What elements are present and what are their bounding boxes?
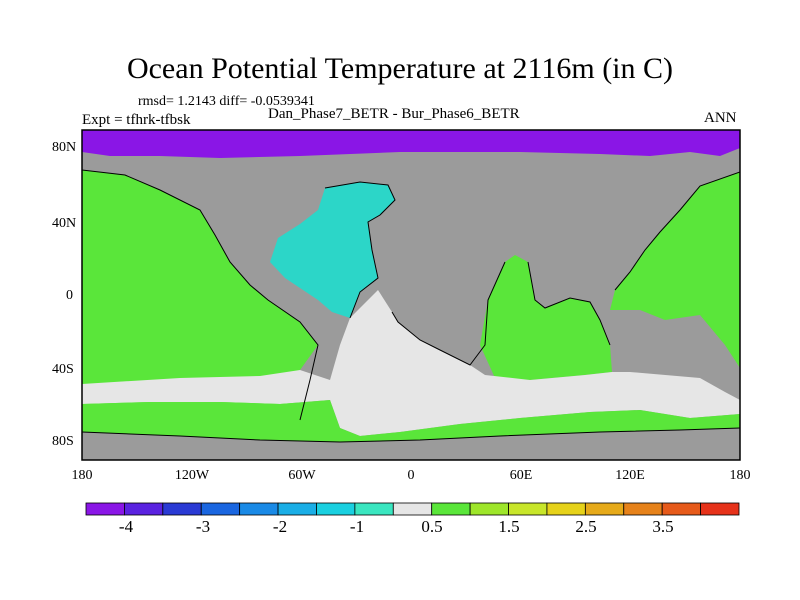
pacific-east-region: [610, 172, 740, 368]
colorbar-cell: [239, 502, 279, 516]
comparison-subtitle: Dan_Phase7_BETR - Bur_Phase6_BETR: [268, 106, 520, 122]
colorbar-cell: [508, 502, 548, 516]
colorbar-label: -1: [349, 517, 365, 536]
x-tick-120w: 120W: [174, 468, 210, 483]
colorbar-cell: [277, 502, 317, 516]
south-atlantic-region: [330, 290, 740, 436]
x-tick-0: 0: [407, 468, 415, 483]
colorbar-label: 0.5: [421, 517, 443, 536]
southern-ocean-band: [82, 400, 740, 442]
colorbar-label: -3: [195, 517, 211, 536]
colorbar-cell: [200, 502, 241, 516]
map-panel: [82, 130, 740, 460]
colorbar-cell: [85, 502, 125, 516]
indian-ocean-region: [480, 255, 612, 380]
south-pacific-white-band: [82, 370, 330, 404]
experiment-label: Expt = tfhrk-tfbsk: [82, 112, 191, 128]
stats-label: rmsd= 1.2143 diff= -0.0539341: [138, 94, 315, 109]
colorbar-label: -2: [272, 517, 288, 536]
y-tick-40n: 40N: [52, 216, 77, 231]
colorbar-label: 1.5: [498, 517, 520, 536]
colorbar-cell: [392, 502, 433, 516]
colorbar-cell: [661, 502, 701, 516]
y-tick-80n: 80N: [52, 140, 77, 155]
x-tick-60w: 60W: [288, 468, 316, 483]
colorbar-cell: [469, 502, 509, 516]
colorbar-cell: [623, 502, 663, 516]
map-frame: [81, 129, 741, 461]
colorbar-cell: [316, 502, 356, 516]
north-atlantic-region: [270, 182, 395, 318]
plot-title: Ocean Potential Temperature at 2116m (in…: [126, 52, 674, 85]
colorbar-cell: [354, 502, 394, 516]
colorbar-cell: [431, 502, 471, 516]
x-tick-120e: 120E: [615, 468, 645, 483]
colorbar-label: 3.5: [652, 517, 674, 536]
pacific-west-region: [82, 170, 318, 428]
colorbar-label: -4: [118, 517, 134, 536]
colorbar-label: 2.5: [575, 517, 597, 536]
colorbar-cell: [124, 502, 164, 516]
x-tick-60e: 60E: [509, 468, 533, 483]
y-tick-0: 0: [66, 288, 73, 303]
colorbar-cell: [546, 502, 586, 516]
colorbar-cell: [584, 502, 625, 516]
colorbar-cell: [162, 502, 202, 516]
colorbar: [85, 502, 740, 516]
x-tick-180e: 180: [729, 468, 751, 483]
coastlines: [82, 169, 740, 443]
arctic-cold-region: [82, 130, 740, 158]
season-label: ANN: [704, 110, 737, 126]
y-tick-40s: 40S: [52, 362, 74, 377]
x-tick-180w: 180: [71, 468, 93, 483]
y-tick-80s: 80S: [52, 434, 74, 449]
colorbar-cell: [700, 502, 740, 516]
